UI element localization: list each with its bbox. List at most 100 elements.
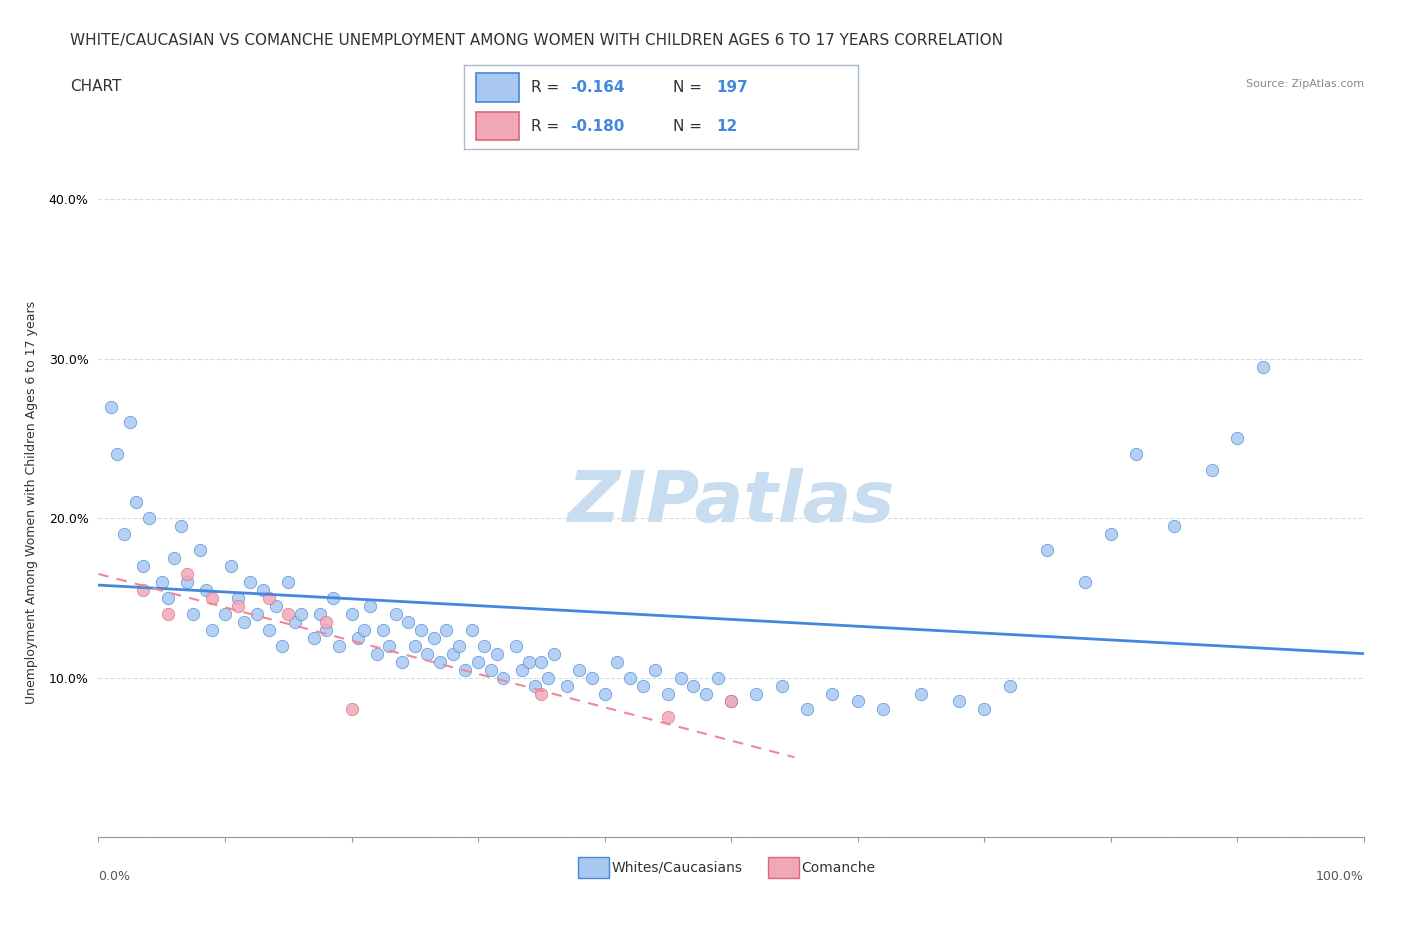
Point [226, 598, 249, 613]
Point [157, 591, 180, 605]
Point [770, 678, 793, 693]
Point [132, 559, 155, 574]
Text: WHITE/CAUCASIAN VS COMANCHE UNEMPLOYMENT AMONG WOMEN WITH CHILDREN AGES 6 TO 17 : WHITE/CAUCASIAN VS COMANCHE UNEMPLOYMENT… [70, 33, 1004, 47]
Point [138, 511, 160, 525]
Point [1201, 463, 1223, 478]
Point [150, 575, 173, 590]
Point [239, 575, 262, 590]
Point [176, 566, 198, 581]
Text: R =: R = [531, 119, 564, 134]
Text: Comanche: Comanche [801, 860, 876, 875]
Point [233, 615, 256, 630]
Point [169, 519, 191, 534]
Point [132, 582, 155, 597]
Point [315, 615, 337, 630]
FancyBboxPatch shape [475, 73, 519, 102]
Point [163, 551, 186, 565]
Point [416, 646, 439, 661]
Point [1226, 431, 1249, 445]
Point [385, 606, 408, 621]
Point [1036, 542, 1059, 557]
Point [1074, 575, 1097, 590]
Point [125, 495, 148, 510]
Point [581, 671, 603, 685]
Text: 100.0%: 100.0% [1316, 870, 1364, 883]
Point [429, 654, 451, 669]
Text: -0.180: -0.180 [571, 119, 624, 134]
Point [1125, 447, 1147, 462]
Point [543, 646, 565, 661]
Text: 12: 12 [716, 119, 737, 134]
Point [441, 646, 464, 661]
Point [183, 606, 205, 621]
Point [321, 591, 344, 605]
Point [657, 686, 679, 701]
Point [360, 598, 382, 613]
Point [631, 678, 654, 693]
Point [536, 671, 558, 685]
Point [107, 447, 129, 462]
Point [346, 631, 368, 645]
Point [309, 606, 332, 621]
Point [194, 582, 217, 597]
Point [447, 638, 470, 653]
Point [277, 575, 299, 590]
Point [720, 694, 742, 709]
Point [259, 591, 281, 605]
Point [669, 671, 692, 685]
Point [284, 615, 307, 630]
Point [112, 526, 135, 541]
Text: ZIPatlas: ZIPatlas [568, 468, 894, 537]
Point [530, 686, 553, 701]
Text: -0.164: -0.164 [571, 80, 624, 95]
Point [821, 686, 844, 701]
Point [1251, 359, 1274, 374]
Point [252, 582, 274, 597]
Point [157, 606, 180, 621]
Point [404, 638, 426, 653]
Point [436, 622, 458, 637]
Point [846, 694, 869, 709]
Point [391, 654, 413, 669]
Point [593, 686, 616, 701]
Point [479, 662, 502, 677]
Point [530, 654, 553, 669]
Point [707, 671, 730, 685]
Point [619, 671, 641, 685]
Text: N =: N = [672, 119, 706, 134]
Point [486, 646, 509, 661]
Point [512, 662, 534, 677]
Point [523, 678, 546, 693]
Point [657, 710, 679, 724]
Point [176, 575, 198, 590]
Point [1099, 526, 1122, 541]
Point [396, 615, 419, 630]
Point [467, 654, 489, 669]
Point [517, 654, 540, 669]
Point [201, 591, 224, 605]
Point [454, 662, 477, 677]
Point [340, 606, 363, 621]
Point [378, 638, 401, 653]
Point [371, 622, 394, 637]
Point [328, 638, 350, 653]
Text: 197: 197 [716, 80, 748, 95]
Point [353, 622, 375, 637]
Point [872, 702, 894, 717]
Point [259, 622, 281, 637]
Text: Source: ZipAtlas.com: Source: ZipAtlas.com [1246, 79, 1364, 89]
Text: 0.0%: 0.0% [98, 870, 131, 883]
Point [302, 631, 325, 645]
Point [492, 671, 515, 685]
Text: N =: N = [672, 80, 706, 95]
Point [745, 686, 768, 701]
Point [340, 702, 363, 717]
Point [246, 606, 269, 621]
Point [219, 559, 243, 574]
Point [120, 415, 141, 430]
Point [315, 622, 337, 637]
Point [188, 542, 211, 557]
Point [472, 638, 495, 653]
Point [505, 638, 527, 653]
Point [411, 622, 433, 637]
